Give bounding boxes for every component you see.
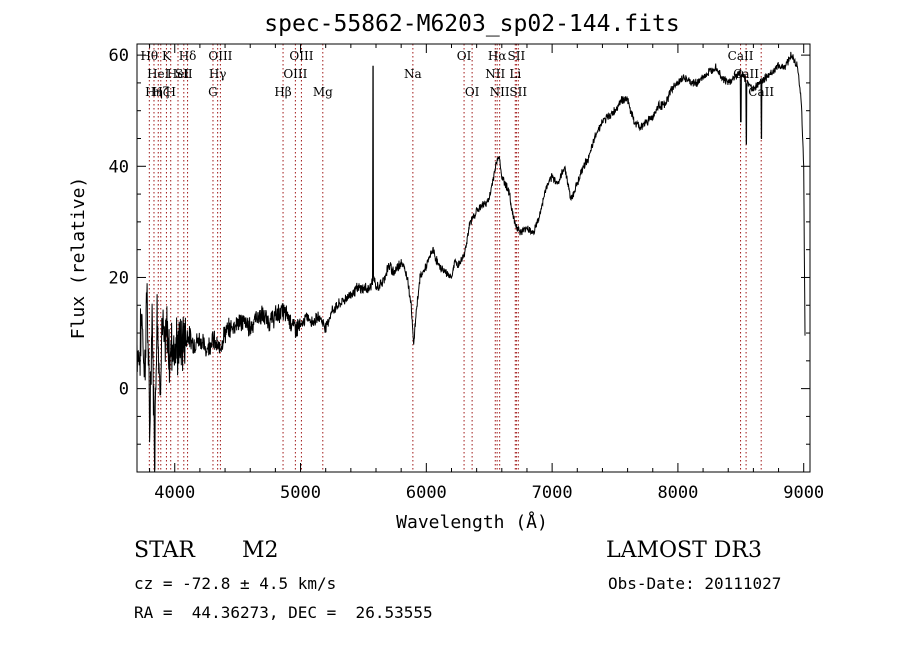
line-marker-label: G: [208, 85, 218, 99]
line-marker-label: SII: [509, 85, 527, 99]
y-axis-ticks: 0 20 40 60: [109, 46, 810, 445]
survey-name: LAMOST DR3: [606, 538, 762, 563]
line-marker-label: Hδ: [179, 49, 197, 63]
line-marker-label: H: [165, 85, 175, 99]
line-marker-label: OIII: [289, 49, 313, 63]
spectrum-series: [136, 51, 806, 473]
line-marker-label: OIII: [283, 67, 307, 81]
y-tick-label: 60: [109, 46, 129, 66]
line-marker-label: NII: [485, 67, 505, 81]
line-marker-label: Hθ: [140, 49, 158, 63]
x-axis-label: Wavelength (Å): [396, 511, 548, 533]
line-marker-label: K: [162, 49, 172, 63]
line-marker-label: Mg: [313, 85, 333, 99]
y-tick-label: 20: [109, 268, 129, 288]
coordinates: RA = 44.36273, DEC = 26.53555: [134, 603, 433, 622]
line-marker-label: Hα: [488, 49, 507, 63]
spectral-line-markers: [148, 44, 762, 472]
redshift-readout: cz = -72.8 ± 4.5 km/s: [134, 574, 337, 593]
line-marker-label: Hγ: [209, 67, 227, 81]
spectrum-line: [136, 51, 806, 473]
x-tick-label: 6000: [406, 483, 447, 503]
line-marker-label: SII: [175, 67, 193, 81]
line-marker-label: Li: [509, 67, 521, 81]
y-axis-label: Flux (relative): [68, 177, 89, 340]
object-class: STAR: [134, 538, 195, 563]
obs-date: Obs-Date: 20111027: [608, 574, 782, 593]
line-marker-label: Na: [404, 67, 422, 81]
line-marker-label: OI: [457, 49, 472, 63]
line-marker-label: SII: [508, 49, 526, 63]
y-tick-label: 40: [109, 157, 129, 177]
line-marker-label: Hβ: [274, 85, 291, 99]
line-marker-label: HeI: [147, 67, 170, 81]
line-marker-label: OI: [465, 85, 480, 99]
plot-frame: [136, 43, 811, 473]
spectral-line-labels: HθHηHeIHζKHHeISIIHδGHγOIIIHβOIIIOIIIMgNa…: [140, 49, 774, 99]
x-tick-label: 4000: [154, 483, 195, 503]
line-marker-label: CaII: [728, 49, 754, 63]
chart-title: spec-55862-M6203_sp02-144.fits: [264, 11, 679, 37]
x-tick-label: 7000: [532, 483, 573, 503]
line-marker-label: Hη: [145, 85, 163, 99]
y-tick-label: 0: [119, 380, 129, 400]
line-marker-label: Hζ: [152, 85, 169, 99]
line-marker-label: NII: [490, 85, 510, 99]
object-subclass: M2: [242, 538, 279, 563]
line-marker-label: HeI: [167, 67, 190, 81]
x-axis-ticks: 4000 5000 6000 7000 8000 9000: [149, 44, 824, 503]
x-tick-label: 9000: [783, 483, 824, 503]
x-tick-label: 8000: [657, 483, 698, 503]
line-marker-label: OIII: [208, 49, 232, 63]
x-tick-label: 5000: [280, 483, 321, 503]
